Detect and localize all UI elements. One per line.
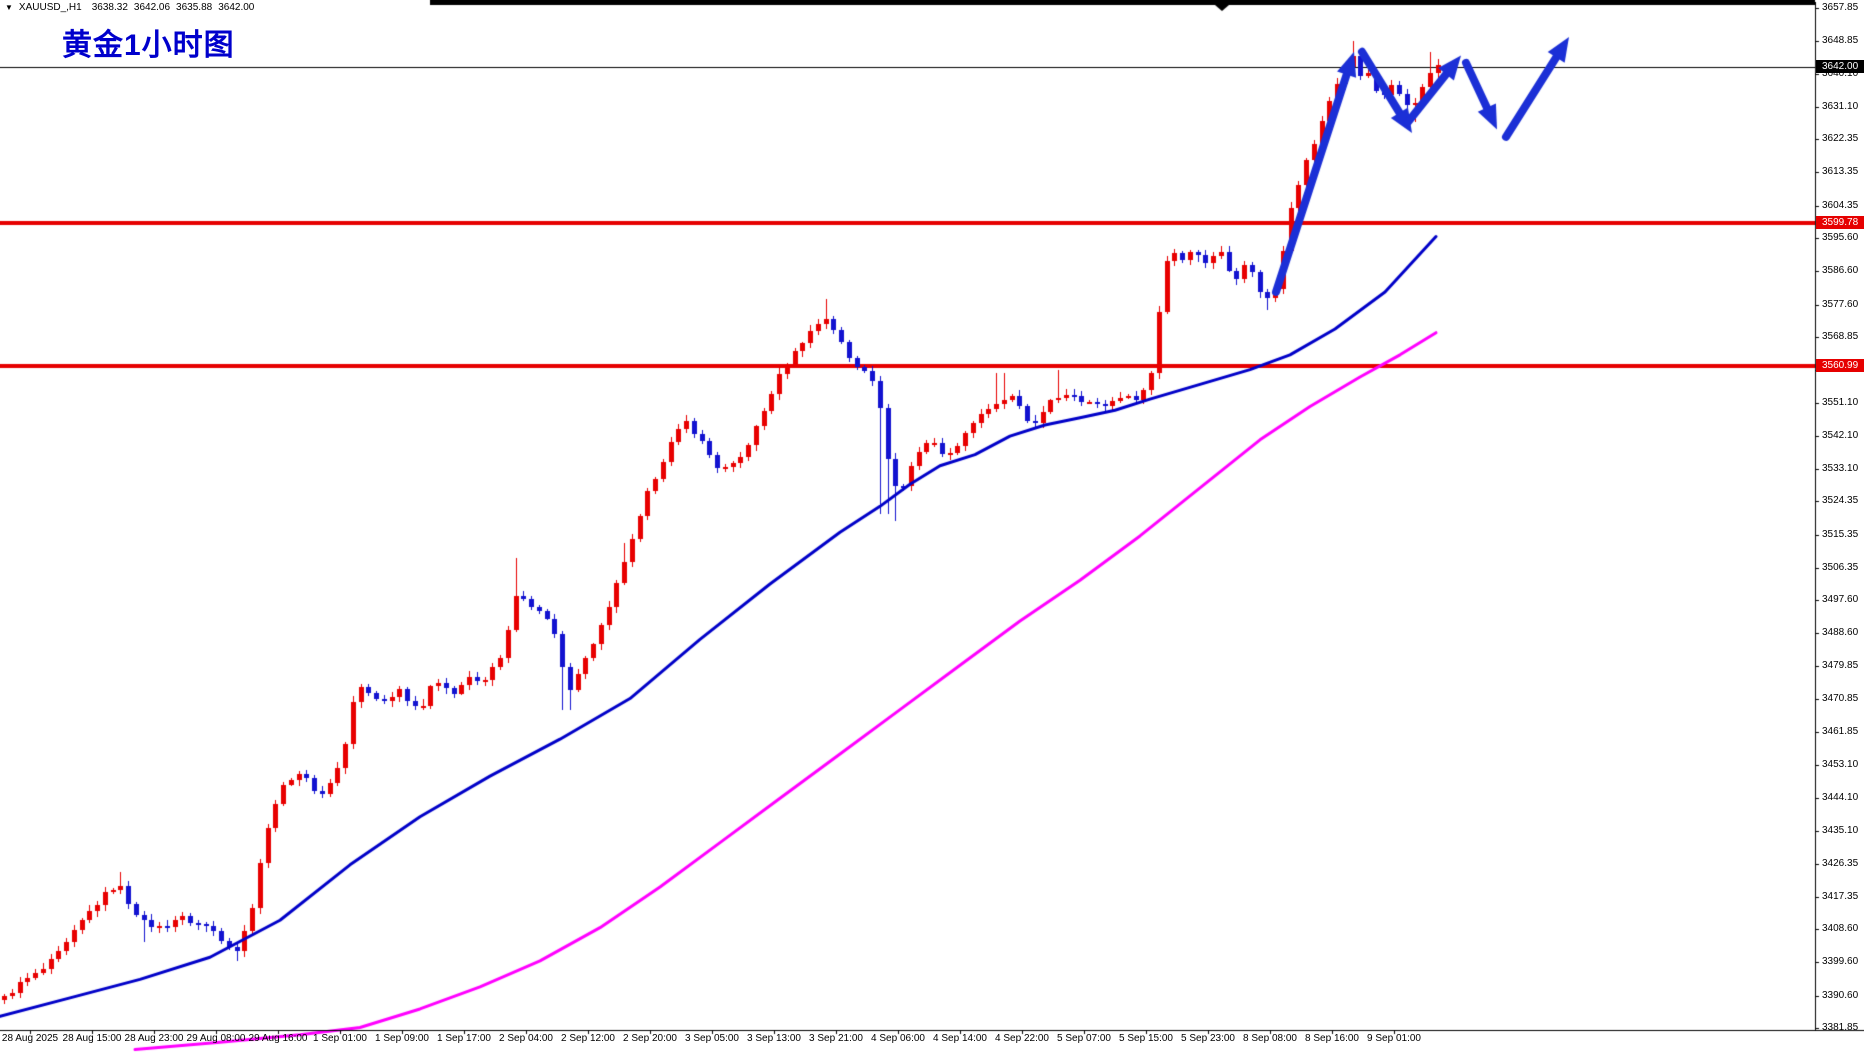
hline-price-badge: 3560.99 <box>1816 358 1864 372</box>
time-axis-label: 2 Sep 20:00 <box>623 1033 677 1044</box>
time-axis-label: 1 Sep 17:00 <box>437 1033 491 1044</box>
time-axis-label: 29 Aug 08:00 <box>186 1033 246 1044</box>
quote-high: 3642.06 <box>133 2 171 13</box>
symbol-dropdown-icon[interactable]: ▼ <box>5 2 13 12</box>
price-tick-label: 3568.85 <box>1822 330 1859 342</box>
price-tick-label: 3648.85 <box>1822 35 1859 47</box>
price-tick-label: 3542.10 <box>1822 429 1859 441</box>
price-tick-label: 3470.85 <box>1822 693 1859 705</box>
price-tick-label: 3461.85 <box>1822 726 1859 738</box>
time-axis-label: 4 Sep 06:00 <box>871 1033 925 1044</box>
price-tick-label: 3657.85 <box>1822 2 1859 13</box>
quote-close: 3642.00 <box>218 2 255 13</box>
quote-low: 3635.88 <box>176 2 213 13</box>
time-axis-label: 8 Sep 08:00 <box>1243 1033 1297 1044</box>
price-tick-label: 3408.60 <box>1822 923 1859 935</box>
time-axis-label: 8 Sep 16:00 <box>1305 1033 1359 1044</box>
price-tick-label: 3515.35 <box>1822 528 1859 540</box>
price-tick-label: 3390.60 <box>1822 989 1859 1001</box>
price-tick-label: 3426.35 <box>1822 857 1859 869</box>
price-tick-label: 3417.35 <box>1822 890 1859 902</box>
time-axis-label: 5 Sep 15:00 <box>1119 1033 1173 1044</box>
price-tick-label: 3622.35 <box>1822 133 1859 145</box>
price-tick-label: 3613.35 <box>1822 166 1859 178</box>
time-axis-label: 4 Sep 14:00 <box>933 1033 987 1044</box>
time-axis-label: 29 Aug 16:00 <box>248 1033 308 1044</box>
price-tick-label: 3604.35 <box>1822 199 1859 211</box>
price-tick-label: 3399.60 <box>1822 956 1859 968</box>
time-axis-label: 5 Sep 07:00 <box>1057 1033 1111 1044</box>
chart-annotation-title: 黄金1小时图 <box>62 29 235 62</box>
price-tick-label: 3453.10 <box>1822 758 1859 770</box>
current-price-badge: 3642.00 <box>1816 59 1864 73</box>
price-tick-label: 3533.10 <box>1822 463 1859 475</box>
time-axis-label: 3 Sep 13:00 <box>747 1033 801 1044</box>
time-axis-label: 5 Sep 23:00 <box>1181 1033 1235 1044</box>
price-tick-label: 3577.60 <box>1822 298 1859 310</box>
price-tick-label: 3435.10 <box>1822 825 1859 837</box>
time-axis-label: 3 Sep 21:00 <box>809 1033 863 1044</box>
time-axis-label: 28 Aug 2025 <box>1 1033 59 1044</box>
time-axis-label: 2 Sep 12:00 <box>561 1033 615 1044</box>
symbol-period-label: XAUUSD_,H1 <box>18 2 82 13</box>
time-axis-label: 2 Sep 04:00 <box>499 1033 553 1044</box>
price-tick-label: 3595.60 <box>1822 232 1859 244</box>
time-axis-label: 28 Aug 23:00 <box>124 1033 184 1044</box>
price-tick-label: 3444.10 <box>1822 791 1859 803</box>
price-tick-label: 3497.60 <box>1822 594 1859 606</box>
price-tick-label: 3586.60 <box>1822 265 1859 277</box>
time-axis-label: 3 Sep 05:00 <box>685 1033 739 1044</box>
price-tick-label: 3524.35 <box>1822 495 1859 507</box>
price-tick-label: 3506.35 <box>1822 561 1859 573</box>
time-axis-label: 1 Sep 09:00 <box>375 1033 429 1044</box>
price-tick-label: 3631.10 <box>1822 100 1859 112</box>
time-axis-label: 4 Sep 22:00 <box>995 1033 1049 1044</box>
price-tick-label: 3488.60 <box>1822 627 1859 639</box>
hline-price-badge: 3599.78 <box>1816 215 1864 229</box>
time-axis-label: 28 Aug 15:00 <box>62 1033 122 1044</box>
quote-open: 3638.32 <box>91 2 128 13</box>
price-tick-label: 3381.85 <box>1822 1021 1859 1033</box>
price-tick-label: 3551.10 <box>1822 396 1859 408</box>
price-tick-label: 3479.85 <box>1822 659 1859 671</box>
time-axis-label: 1 Sep 01:00 <box>313 1033 367 1044</box>
quote-header: ▼ XAUUSD_,H1 3638.32 3642.06 3635.88 364… <box>5 1 261 14</box>
time-axis-label: 9 Sep 01:00 <box>1367 1033 1421 1044</box>
price-tick-label: 3640.10 <box>1822 67 1859 79</box>
